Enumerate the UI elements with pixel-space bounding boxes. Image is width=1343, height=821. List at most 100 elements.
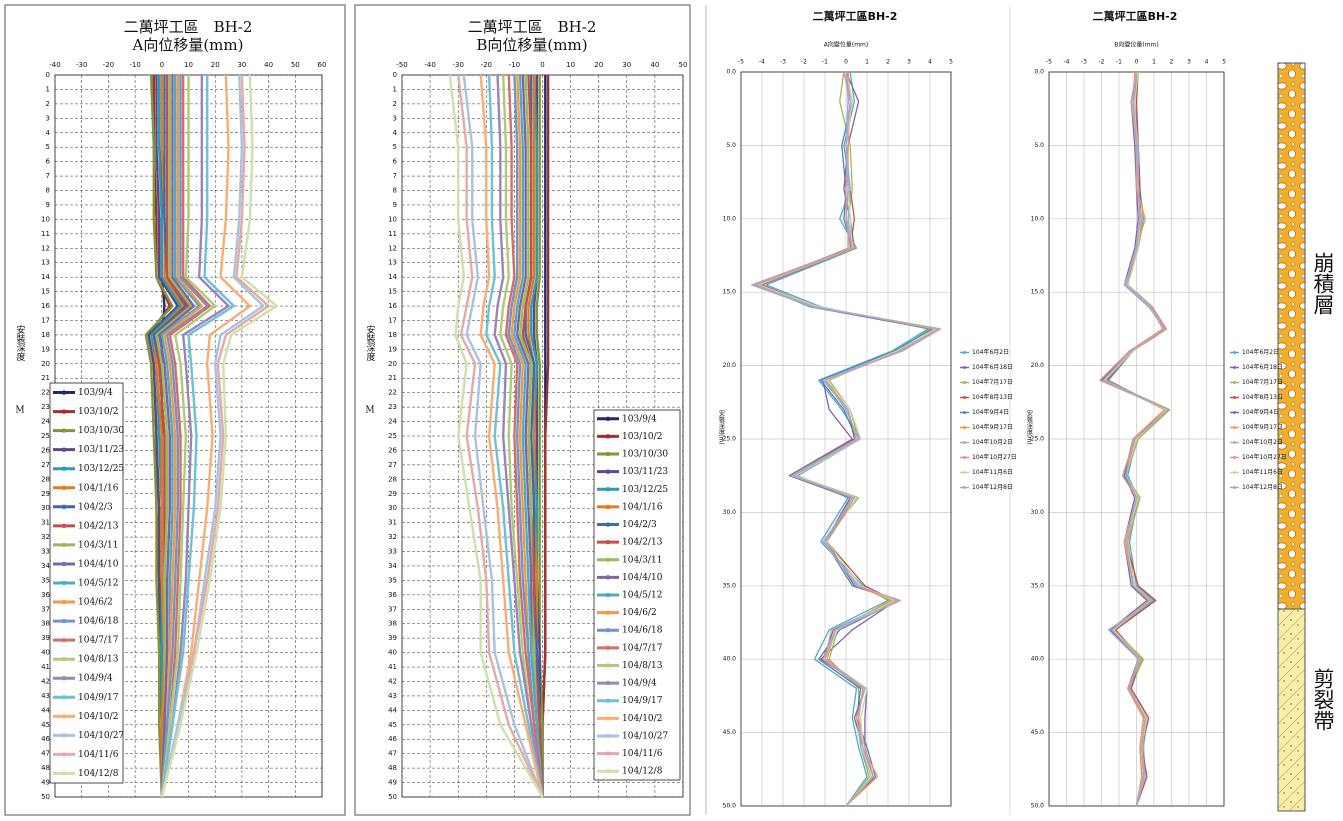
x-tick-label: -3 <box>1081 59 1087 66</box>
x-tick-label: -20 <box>481 61 492 69</box>
y-tick-label: 35 <box>388 576 397 584</box>
x-tick-label: -20 <box>103 61 114 69</box>
legend-marker <box>963 486 966 489</box>
legend-label: 103/10/2 <box>78 407 118 417</box>
x-tick-label: 20 <box>211 61 220 69</box>
legend-label: 104/12/8 <box>622 767 663 777</box>
legend-label: 104/12/8 <box>78 769 119 779</box>
legend-label: 103/12/25 <box>622 485 668 495</box>
y-tick-label: 12 <box>388 244 397 252</box>
legend-label: 104年12月8日 <box>1242 483 1283 491</box>
legend-marker <box>1233 351 1236 354</box>
y-tick-label: 34 <box>41 562 50 570</box>
series-line <box>160 75 236 798</box>
y-tick-label: 36 <box>388 591 397 599</box>
y-tick-label: 2 <box>46 100 50 108</box>
legend-label: 104年10月27日 <box>1242 453 1287 461</box>
chart-subtitle: B向位移量(mm) <box>476 36 587 54</box>
legend-label: 104/2/13 <box>78 521 119 531</box>
legend-marker <box>61 523 67 529</box>
y-tick-label: 0.0 <box>1034 69 1044 76</box>
legend-label: 104/10/2 <box>622 714 662 724</box>
legend-marker <box>963 471 966 474</box>
y-tick-label: 40 <box>41 649 50 657</box>
legend-marker <box>61 428 67 433</box>
y-tick-label: 26 <box>388 446 397 454</box>
legend-label: 104/6/18 <box>622 626 663 636</box>
y-tick-label: 24 <box>388 418 397 426</box>
legend-marker <box>605 451 611 457</box>
legend-marker <box>605 628 611 633</box>
legend-marker <box>963 381 966 384</box>
y-tick-label: 27 <box>41 461 50 469</box>
y-tick-label: 26 <box>41 446 50 454</box>
y-tick-label: 1 <box>393 85 397 93</box>
legend-marker <box>1233 456 1236 459</box>
legend-marker <box>1233 411 1236 414</box>
y-tick-label: 32 <box>388 533 397 541</box>
x-tick-label: -40 <box>49 61 60 69</box>
y-tick-label: 30.0 <box>1031 509 1045 516</box>
x-tick-label: 0 <box>844 59 848 66</box>
y-tick-label: 37 <box>41 605 50 613</box>
y-tick-label: 45 <box>41 721 50 729</box>
y-tick-label: 0 <box>46 71 50 79</box>
legend-label: 104/1/16 <box>78 483 119 493</box>
y-tick-label: 28 <box>41 475 50 483</box>
x-tick-label: -50 <box>396 61 407 69</box>
y-tick-label: 18 <box>41 331 50 339</box>
legend-label: 104/2/13 <box>622 538 663 548</box>
legend-marker <box>61 504 67 510</box>
y-tick-label: 12 <box>41 244 50 252</box>
x-tick-label: 50 <box>679 61 688 69</box>
x-tick-label: -3 <box>780 59 786 66</box>
legend-label: 104年8月13日 <box>1242 393 1283 401</box>
x-tick-label: 10 <box>566 61 575 69</box>
legend-marker <box>61 618 67 624</box>
legend-label: 104/8/13 <box>622 661 663 671</box>
legend-marker <box>61 656 67 662</box>
legend-label: 103/9/4 <box>622 414 657 424</box>
x-tick-label: 0 <box>1135 59 1139 66</box>
legend-label: 104年7月17日 <box>972 378 1013 386</box>
y-tick-label: 5.0 <box>1034 142 1044 149</box>
legend-label: 104/3/11 <box>622 555 662 565</box>
y-tick-label: 20.0 <box>723 362 737 369</box>
legend-marker <box>605 539 611 545</box>
series-line <box>755 71 940 807</box>
legend-label: 104/10/2 <box>78 712 118 722</box>
series-line <box>462 74 544 798</box>
legend-label: 104年10月27日 <box>972 453 1017 461</box>
y-tick-label: 37 <box>388 605 397 613</box>
legend-label: 104年12月8日 <box>972 483 1013 491</box>
y-tick-label: 29 <box>388 490 397 498</box>
y-tick-label: 46 <box>41 735 50 743</box>
legend-label: 104年6月2日 <box>1242 348 1279 356</box>
legend-label: 104/2/3 <box>622 520 657 530</box>
legend-label: 104年10月2日 <box>972 438 1013 446</box>
legend-marker <box>605 592 611 598</box>
chart-subtitle: A向位移量(mm) <box>132 36 244 54</box>
legend-label: 104/9/4 <box>78 674 113 684</box>
x-tick-label: 60 <box>318 61 327 69</box>
legend-label: 104/1/16 <box>622 502 663 512</box>
legend-label: 104年7月17日 <box>1242 378 1283 386</box>
x-tick-label: 4 <box>1205 59 1209 66</box>
y-tick-label: 50.0 <box>1031 803 1045 810</box>
y-tick-label: 48 <box>41 764 50 772</box>
x-tick-label: -30 <box>76 61 87 69</box>
legend-marker <box>963 366 966 369</box>
y-tick-label: 41 <box>41 663 50 671</box>
legend-marker <box>61 561 67 567</box>
legend-marker <box>61 752 67 757</box>
y-tick-label: 17 <box>41 316 50 324</box>
legend-label: 103/12/25 <box>78 464 124 474</box>
y-tick-label: 6 <box>393 158 398 166</box>
x-tick-label: 2 <box>886 59 890 66</box>
y-tick-label: 40.0 <box>723 656 737 663</box>
x-tick-label: -30 <box>452 61 463 69</box>
legend-marker <box>963 426 966 429</box>
legend-marker <box>1233 486 1236 489</box>
y-tick-label: 0 <box>393 71 397 79</box>
